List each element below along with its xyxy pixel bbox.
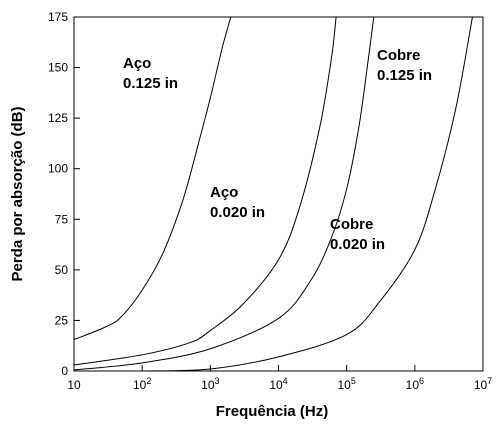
series-curve <box>73 16 375 371</box>
y-tick-label: 125 <box>48 111 68 125</box>
x-axis-ticks: 10 102 103 104 105 106 107 <box>67 365 492 392</box>
series-curve <box>73 16 232 341</box>
x-tick-label: 105 <box>337 376 355 392</box>
series-label: Cobre <box>377 47 420 64</box>
curves <box>73 16 473 372</box>
x-axis-title: Frequência (Hz) <box>216 403 329 420</box>
series-label: 0.020 in <box>210 204 265 221</box>
y-tick-label: 175 <box>48 10 68 24</box>
series-label: Cobre <box>330 216 373 233</box>
x-tick-label: 102 <box>133 376 151 392</box>
series-label: 0.125 in <box>123 75 178 92</box>
x-tick-label: 10 <box>67 378 81 392</box>
y-tick-label: 100 <box>48 162 68 176</box>
y-tick-label: 50 <box>55 263 69 277</box>
series-curve <box>73 16 337 366</box>
x-tick-label: 104 <box>269 376 287 392</box>
series-label: Aço <box>210 184 238 201</box>
x-tick-label: 106 <box>406 376 424 392</box>
x-tick-label: 107 <box>474 376 492 392</box>
x-tick-label: 103 <box>201 376 219 392</box>
y-tick-label: 75 <box>55 212 69 226</box>
y-tick-label: 0 <box>61 364 68 378</box>
series-label: 0.020 in <box>330 236 385 253</box>
series-curve <box>142 16 473 372</box>
y-axis-ticks: 0 25 50 75 100 125 150 175 <box>48 10 80 378</box>
series-label: 0.125 in <box>377 67 432 84</box>
y-tick-label: 150 <box>48 61 68 75</box>
curve-labels: Aço 0.125 in Aço 0.020 in Cobre 0.125 in Cobre… <box>123 47 432 253</box>
y-tick-label: 25 <box>55 313 69 327</box>
y-axis-title: Perda por absorção (dB) <box>9 106 26 281</box>
series-label: Aço <box>123 55 151 72</box>
